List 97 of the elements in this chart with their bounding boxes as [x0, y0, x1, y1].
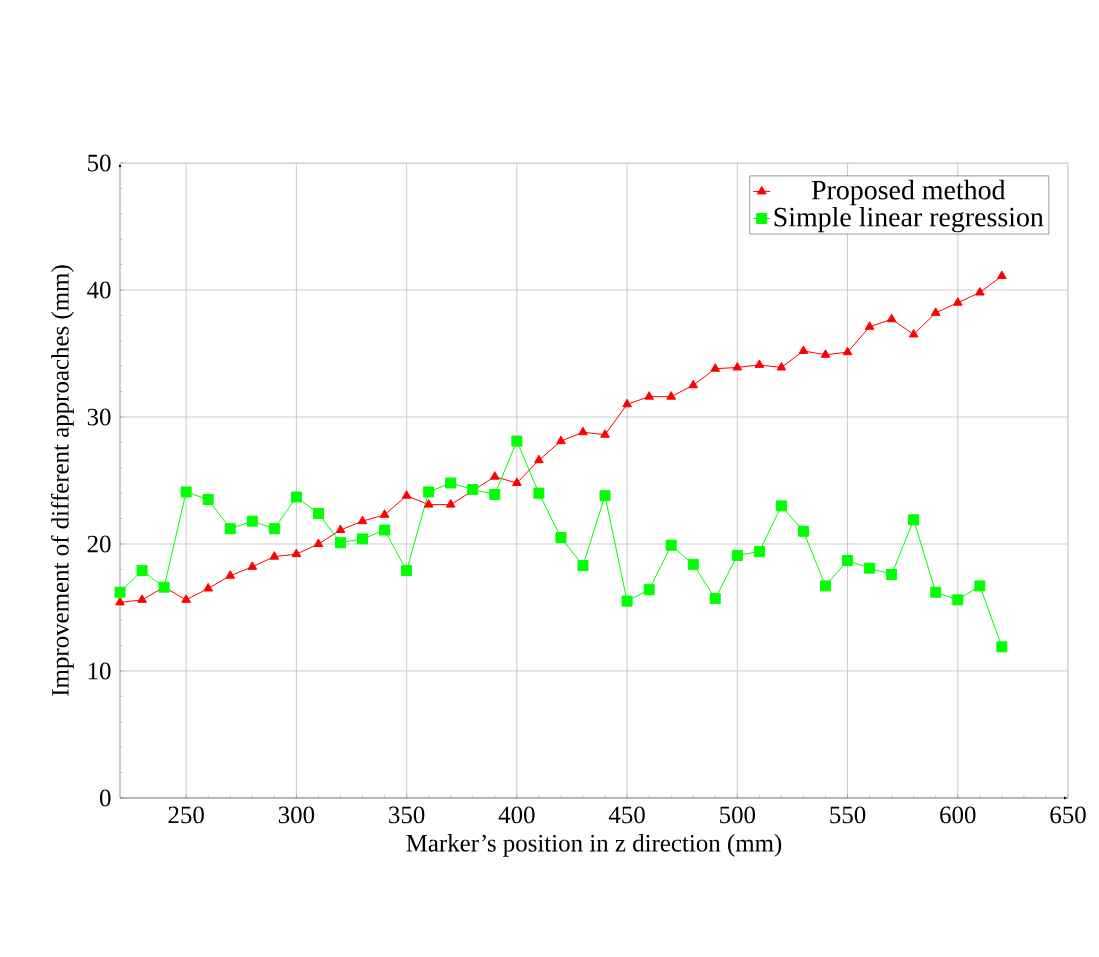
y-tick-label: 0: [100, 789, 111, 807]
point: [688, 379, 699, 389]
point: [556, 435, 566, 445]
point: [731, 549, 743, 561]
point: [820, 580, 831, 592]
point: [952, 594, 964, 606]
y-tick-label: 40: [87, 281, 111, 299]
legend-label: Proposed method: [811, 179, 1006, 206]
x-tick-label: 350: [389, 806, 425, 824]
point: [203, 582, 214, 592]
point: [820, 349, 831, 358]
point: [115, 596, 125, 606]
x-tick-label: 450: [608, 806, 645, 824]
point: [930, 307, 941, 316]
point: [445, 499, 456, 508]
x-tick-label: 550: [830, 806, 866, 824]
point: [357, 515, 368, 525]
point: [269, 551, 280, 560]
point: [489, 471, 500, 480]
point: [974, 580, 986, 592]
x-tick-label: 400: [498, 806, 535, 824]
point: [798, 345, 809, 354]
x-tick-label: 250: [168, 806, 204, 824]
point: [996, 641, 1008, 653]
x-tick-label: 600: [940, 806, 976, 824]
y-tick-label: 20: [87, 535, 111, 553]
point: [710, 363, 721, 372]
point: [732, 361, 743, 371]
point: [445, 477, 457, 489]
point: [908, 328, 919, 338]
point: [246, 515, 258, 527]
x-axis-title: Marker’s position in z direction (mm): [406, 834, 782, 857]
point: [290, 491, 302, 503]
point: [908, 514, 920, 526]
point: [181, 594, 191, 603]
point: [202, 494, 214, 506]
x-tick-label: 650: [1050, 806, 1086, 824]
point: [334, 537, 346, 549]
point: [137, 594, 147, 603]
point: [247, 561, 258, 570]
point: [379, 509, 390, 518]
point: [886, 313, 897, 323]
point: [534, 454, 544, 464]
point: [842, 554, 854, 566]
point: [225, 570, 236, 579]
point: [974, 287, 985, 296]
x-tick-label: 500: [720, 806, 756, 824]
point: [423, 499, 434, 508]
y-axis-title: Improvement of different approaches (mm): [50, 265, 74, 696]
point: [864, 321, 875, 330]
point: [997, 270, 1007, 280]
point: [401, 565, 413, 577]
point: [401, 490, 412, 499]
y-tick-label: 30: [87, 408, 111, 426]
point: [930, 586, 942, 598]
point: [312, 508, 324, 519]
point: [952, 297, 963, 306]
point: [665, 539, 677, 551]
point: [533, 487, 545, 499]
legend-label: Simple linear regression: [774, 206, 1044, 233]
point: [224, 523, 236, 535]
point: [423, 486, 435, 498]
point: [599, 490, 611, 502]
point: [180, 486, 192, 498]
point: [775, 500, 787, 512]
point: [621, 595, 633, 607]
point: [357, 533, 369, 545]
point: [797, 525, 809, 537]
point: [555, 532, 567, 544]
point: [842, 346, 853, 356]
point: [886, 568, 898, 580]
point: [643, 584, 655, 596]
point: [379, 524, 391, 536]
point: [864, 562, 876, 574]
point: [644, 391, 654, 400]
y-tick-label: 10: [88, 662, 111, 680]
y-tick-label: 50: [88, 154, 111, 172]
point: [622, 398, 632, 408]
point: [578, 426, 588, 436]
point: [776, 361, 787, 371]
point: [687, 558, 699, 570]
point: [754, 359, 765, 368]
point: [577, 560, 589, 572]
point: [512, 477, 522, 487]
point: [335, 524, 346, 534]
point: [489, 488, 501, 500]
point: [709, 593, 721, 605]
point: [268, 523, 280, 535]
x-tick-label: 300: [278, 806, 315, 824]
point: [136, 565, 148, 577]
point: [313, 538, 324, 547]
point: [666, 391, 676, 400]
point: [114, 586, 126, 598]
point: [753, 546, 765, 558]
point: [291, 548, 302, 558]
point: [511, 435, 523, 447]
point: [600, 429, 610, 438]
